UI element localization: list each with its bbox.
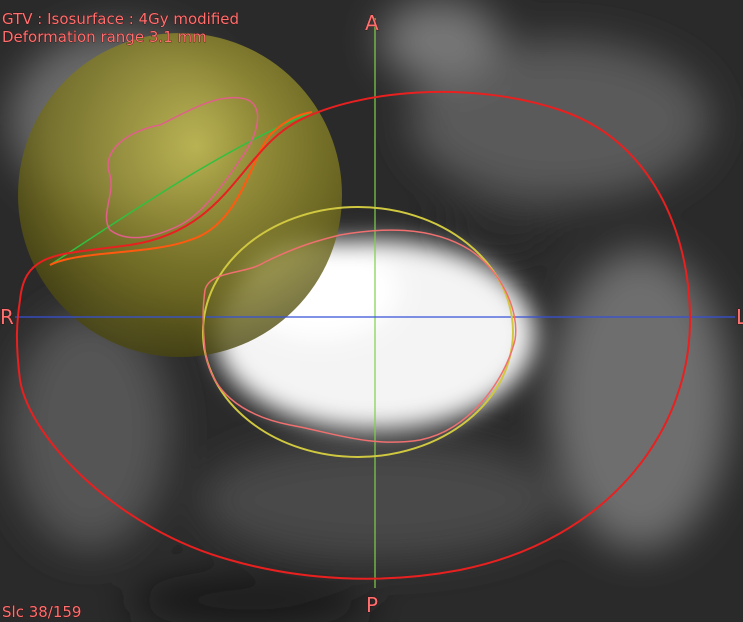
red-outer-contour xyxy=(15,90,692,580)
orientation-label: A xyxy=(365,11,379,35)
orientation-label: R xyxy=(0,305,14,329)
overlay-text: GTV : Isosurface : 4Gy modified xyxy=(2,10,239,28)
dose-sphere xyxy=(18,33,342,357)
orientation-label: L xyxy=(736,305,743,329)
pink-gtv-contour xyxy=(202,229,517,443)
orientation-label: P xyxy=(366,593,378,617)
pink-contour xyxy=(105,96,259,239)
overlay-text: Deformation range 3.1 mm xyxy=(2,28,207,46)
slice-indicator: Slc 38/159 xyxy=(2,603,81,621)
orange-contour xyxy=(49,111,313,266)
green-contour xyxy=(49,112,311,266)
